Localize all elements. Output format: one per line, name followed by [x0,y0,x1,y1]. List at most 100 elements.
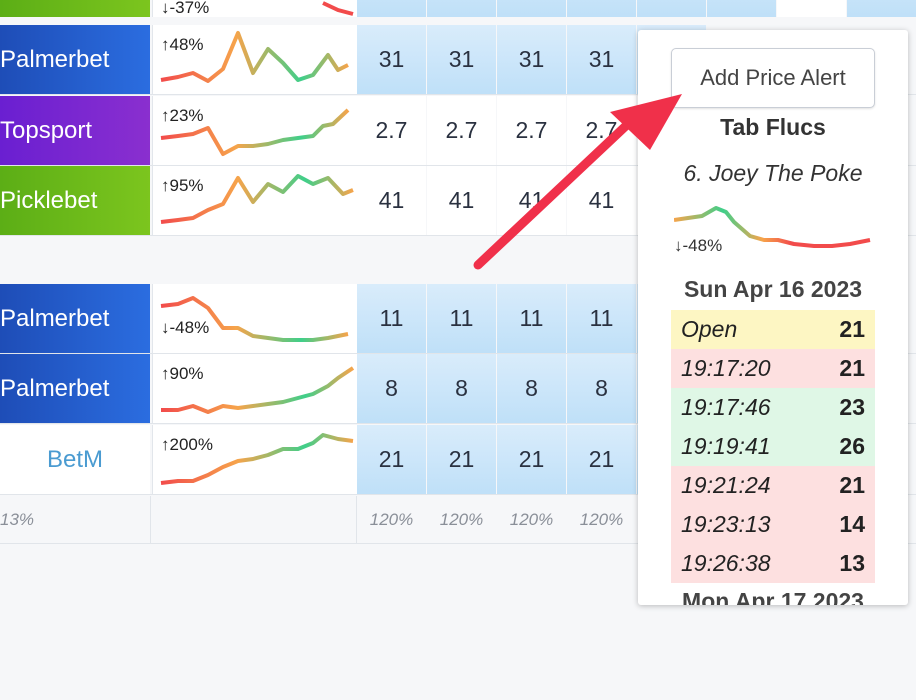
market-percent: 120% [509,509,554,529]
fluc-value: 26 [839,433,865,459]
bookmaker-cell[interactable]: Topsport [0,96,150,165]
odds-cell[interactable]: 8 [497,354,566,423]
bookmaker-name: Palmerbet [0,45,110,73]
bookmaker-cell[interactable]: BetM [0,425,150,494]
price-change: ↑90% [159,364,206,384]
bookmaker-name: Palmerbet [0,374,110,402]
divider [0,94,916,95]
odds-cell[interactable]: 11 [497,284,566,353]
sparkline: ↑48% [152,25,357,94]
sparkline-chart [160,31,349,83]
odds-cell[interactable]: 41 [427,166,496,235]
fluc-value: 13 [839,550,865,576]
odds-cell[interactable] [777,0,846,17]
market-percent: 120% [579,509,624,529]
odds-cell[interactable]: 2.7 [497,96,566,165]
odds-cell[interactable]: 11 [427,284,496,353]
market-percent: 120% [369,509,414,529]
sparkline: ↓-37% [152,0,357,17]
popup-price-change: ↓-48% [674,236,723,255]
price-change: ↑200% [159,435,215,455]
sparkline-chart [160,296,349,342]
odds-cell[interactable]: 41 [567,166,636,235]
sparkline-chart [322,1,354,16]
odds-cell[interactable] [357,0,426,17]
fluc-row: Open 21 [671,310,875,349]
bookmaker-cell[interactable]: Palmerbet [0,354,150,423]
fluc-value: 14 [839,511,865,537]
market-percent: 120% [439,509,484,529]
odds-cell[interactable]: 11 [357,284,426,353]
odds-cell[interactable] [567,0,636,17]
bookmaker-name: Topsport [0,116,93,144]
divider [0,494,916,495]
fluc-time: 19:17:46 [681,394,771,420]
odds-cell[interactable] [707,0,776,17]
odds-cell[interactable]: 41 [357,166,426,235]
bookmaker-cell[interactable]: Picklebet [0,166,150,235]
odds-cell[interactable] [847,0,916,17]
sparkline: ↓-48% [152,284,357,353]
odds-cell[interactable] [637,0,706,17]
price-change: ↑23% [159,106,206,126]
odds-cell[interactable]: 2.7 [357,96,426,165]
odds-cell[interactable]: 31 [567,25,636,94]
fluc-time: 19:23:13 [681,511,771,537]
odds-cell[interactable] [497,0,566,17]
divider [0,543,916,544]
fluc-time: 19:17:20 [681,355,771,381]
fluc-time: 19:19:41 [681,433,771,459]
odds-cell[interactable]: 21 [427,425,496,494]
fluc-row: 19:23:13 14 [671,505,875,544]
add-price-alert-button[interactable]: Add Price Alert [671,48,875,108]
date-heading: Sun Apr 16 2023 [683,276,863,302]
sparkline-chart [160,108,350,156]
fluc-value: 23 [839,394,865,420]
flucs-popup: Add Price Alert Tab Flucs 6. Joey The Po… [638,30,908,605]
divider [0,423,916,424]
odds-cell[interactable]: 21 [357,425,426,494]
date-heading: Mon Apr 17 2023 [682,588,864,605]
odds-cell[interactable]: 2.7 [427,96,496,165]
odds-cell[interactable]: 21 [567,425,636,494]
bookmaker-cell[interactable] [0,0,150,17]
odds-cell[interactable]: 8 [427,354,496,423]
odds-cell[interactable]: 41 [497,166,566,235]
odds-cell[interactable]: 2.7 [567,96,636,165]
odds-cell[interactable]: 8 [357,354,426,423]
divider [0,235,916,236]
divider [150,496,151,543]
price-change: ↑95% [159,176,206,196]
price-change: ↓-37% [161,0,210,17]
fluc-value: 21 [839,355,865,381]
bookmaker-cell[interactable]: Palmerbet [0,284,150,353]
sparkline-chart [161,366,355,414]
odds-cell[interactable]: 31 [427,25,496,94]
fluc-row: 19:17:20 21 [671,349,875,388]
divider [356,496,357,543]
sparkline-chart [160,174,354,224]
fluc-time: 19:26:38 [681,550,771,576]
fluc-time: Open [681,316,738,342]
sparkline: ↑200% [152,425,357,494]
sparkline-chart [160,433,354,485]
odds-cell[interactable] [427,0,496,17]
odds-cell[interactable]: 31 [497,25,566,94]
runner-name: 6. Joey The Poke [683,160,863,186]
fluc-row: 19:19:41 26 [671,427,875,466]
odds-cell[interactable]: 11 [567,284,636,353]
fluc-time: 19:21:24 [681,472,771,498]
divider [0,165,916,166]
bookmaker-cell[interactable]: Palmerbet [0,25,150,94]
odds-cell[interactable]: 31 [357,25,426,94]
sparkline: ↑23% [152,96,357,165]
sparkline: ↑95% [152,166,357,235]
divider [0,353,916,354]
odds-cell[interactable]: 21 [497,425,566,494]
fluc-value: 21 [839,316,865,342]
odds-cell[interactable]: 8 [567,354,636,423]
fluc-row: 19:26:38 13 [671,544,875,583]
fluc-value: 21 [839,472,865,498]
sparkline: ↑90% [152,354,357,423]
bookmaker-name: Palmerbet [0,304,110,332]
